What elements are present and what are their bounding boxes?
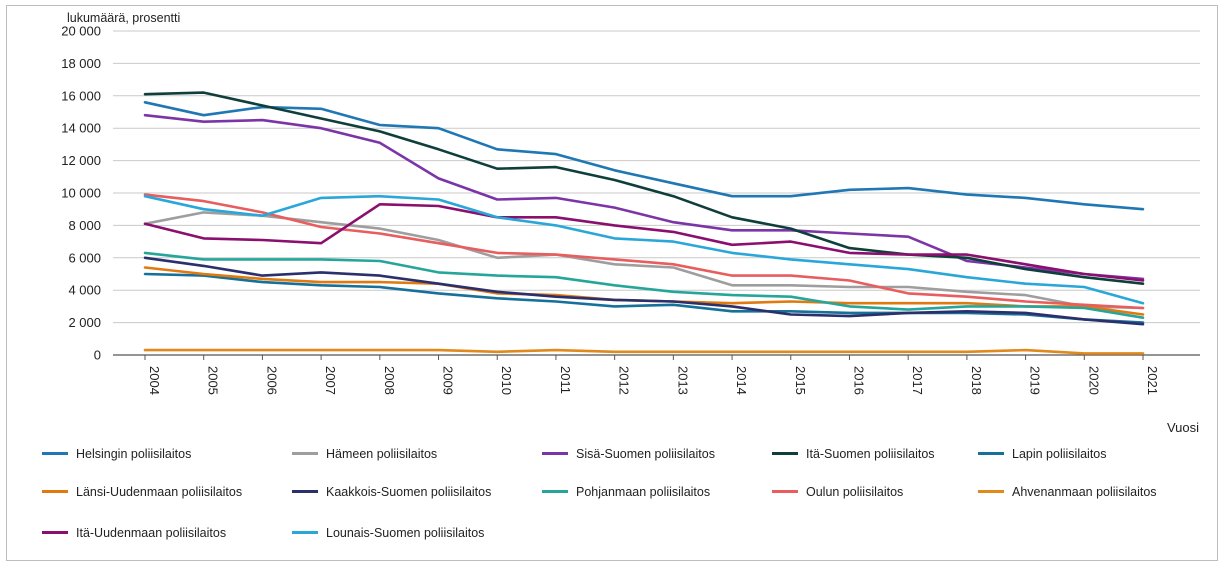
y-tick-label: 20 000 xyxy=(61,24,101,39)
legend-item: Lapin poliisilaitos xyxy=(978,447,1107,461)
y-axis-title: lukumäärä, prosentti xyxy=(67,11,180,25)
series-lines xyxy=(143,91,1145,355)
legend-swatch xyxy=(42,531,68,535)
legend-swatch xyxy=(42,490,68,494)
legend-swatch xyxy=(772,452,798,456)
x-tick-label: 2017 xyxy=(910,366,925,395)
legend-item: Lounais-Suomen poliisilaitos xyxy=(292,526,484,540)
series-line xyxy=(143,272,1145,324)
x-tick-label: 2015 xyxy=(793,366,808,395)
legend-swatch xyxy=(978,452,1004,456)
x-tick-label: 2006 xyxy=(264,366,279,395)
x-tick-label: 2014 xyxy=(734,366,749,395)
series-line xyxy=(143,211,1145,310)
legend-label: Itä-Suomen poliisilaitos xyxy=(806,447,935,461)
series-line xyxy=(143,193,1145,310)
x-tick-label: 2021 xyxy=(1145,366,1160,395)
y-tick-label: 12 000 xyxy=(61,153,101,168)
y-tick-label: 2 000 xyxy=(68,315,101,330)
y-tick-label: 8 000 xyxy=(68,218,101,233)
legend-swatch xyxy=(292,531,318,535)
gridlines xyxy=(113,30,1200,356)
legend-item: Kaakkois-Suomen poliisilaitos xyxy=(292,485,491,499)
x-tick-label: 2018 xyxy=(969,366,984,395)
x-tick-label: 2007 xyxy=(323,366,338,395)
legend-item: Sisä-Suomen poliisilaitos xyxy=(542,447,715,461)
legend-item: Hämeen poliisilaitos xyxy=(292,447,437,461)
series-line xyxy=(143,91,1145,286)
x-axis-title: Vuosi xyxy=(1167,420,1199,435)
y-tick-label: 14 000 xyxy=(61,121,101,136)
series-line xyxy=(143,251,1145,320)
series-line xyxy=(143,348,1145,355)
y-tick-label: 0 xyxy=(94,348,101,363)
legend-label: Länsi-Uudenmaan poliisilaitos xyxy=(76,485,243,499)
legend-swatch xyxy=(292,452,318,456)
x-tick-label: 2013 xyxy=(675,366,690,395)
legend-label: Sisä-Suomen poliisilaitos xyxy=(576,447,715,461)
legend-label: Hämeen poliisilaitos xyxy=(326,447,438,461)
x-tick-label: 2010 xyxy=(499,366,514,395)
legend-swatch xyxy=(42,452,68,456)
legend-item: Pohjanmaan poliisilaitos xyxy=(542,485,710,499)
legend-label: Kaakkois-Suomen poliisilaitos xyxy=(326,485,492,499)
legend-label: Ahvenanmaan poliisilaitos xyxy=(1012,485,1157,499)
legend-swatch xyxy=(772,490,798,494)
legend-label: Lounais-Suomen poliisilaitos xyxy=(326,526,485,540)
legend-label: Helsingin poliisilaitos xyxy=(76,447,192,461)
legend-label: Lapin poliisilaitos xyxy=(1012,447,1107,461)
x-tick-label: 2011 xyxy=(558,366,573,394)
x-tick-label: 2019 xyxy=(1028,366,1043,395)
x-tick-label: 2012 xyxy=(617,366,632,395)
legend-item: Oulun poliisilaitos xyxy=(772,485,903,499)
x-tick-label: 2009 xyxy=(441,366,456,395)
legend-item: Helsingin poliisilaitos xyxy=(42,447,191,461)
x-tick-label: 2008 xyxy=(382,366,397,395)
series-line xyxy=(143,113,1145,281)
series-line xyxy=(143,101,1145,211)
x-tick-label: 2005 xyxy=(206,366,221,395)
x-tick-label: 2020 xyxy=(1086,366,1101,395)
legend-swatch xyxy=(542,490,568,494)
x-tick-label: 2004 xyxy=(147,366,162,395)
y-axis-tick-labels: 0 2 000 4 000 6 000 8 000 10 000 12 000 14 000 1… xyxy=(61,24,101,363)
legend-item: Ahvenanmaan poliisilaitos xyxy=(978,485,1157,499)
y-tick-label: 16 000 xyxy=(61,88,101,103)
y-tick-label: 18 000 xyxy=(61,56,101,71)
series-line xyxy=(143,203,1145,282)
legend-swatch xyxy=(978,490,1004,494)
y-tick-label: 6 000 xyxy=(68,250,101,265)
y-tick-label: 4 000 xyxy=(68,283,101,298)
legend-item: Länsi-Uudenmaan poliisilaitos xyxy=(42,485,242,499)
x-tick-label: 2016 xyxy=(851,366,866,395)
x-axis-tick-labels: 2004 2005 2006 2007 2008 2009 2010 2011 2012 2013… xyxy=(144,355,1160,395)
y-tick-label: 10 000 xyxy=(61,186,101,201)
legend-label: Itä-Uudenmaan poliisilaitos xyxy=(76,526,227,540)
series-line xyxy=(143,194,1145,305)
legend-swatch xyxy=(542,452,568,456)
series-line xyxy=(143,256,1145,326)
legend-swatch xyxy=(292,490,318,494)
legend-label: Oulun poliisilaitos xyxy=(806,485,904,499)
legend-item: Itä-Uudenmaan poliisilaitos xyxy=(42,526,226,540)
legend-item: Itä-Suomen poliisilaitos xyxy=(772,447,935,461)
legend-label: Pohjanmaan poliisilaitos xyxy=(576,485,711,499)
